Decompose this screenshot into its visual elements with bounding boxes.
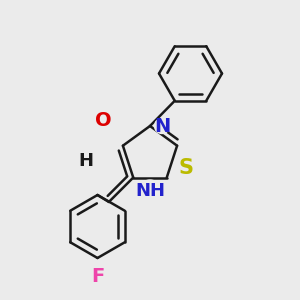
Text: S: S [178,158,194,178]
Circle shape [90,268,105,284]
Circle shape [95,112,112,128]
Circle shape [178,160,194,176]
Circle shape [140,180,160,201]
Circle shape [79,154,92,167]
Text: NH: NH [135,182,165,200]
Text: O: O [95,110,112,130]
Text: F: F [91,266,104,286]
Text: H: H [78,152,93,169]
Circle shape [154,118,169,134]
Text: N: N [154,116,170,136]
